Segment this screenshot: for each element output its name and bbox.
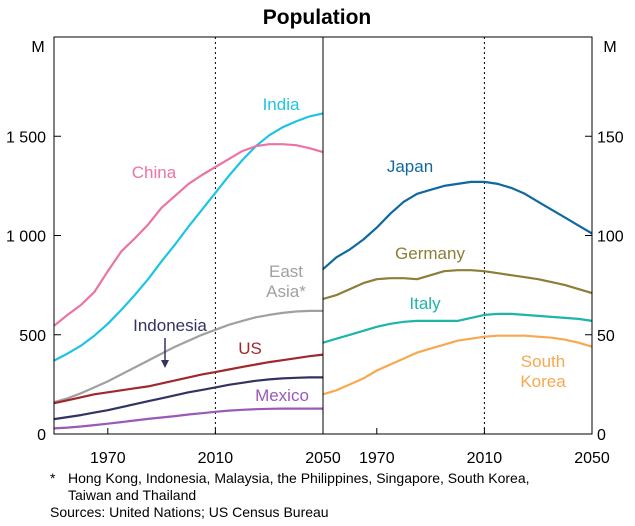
series-label: India [263,95,300,114]
y-tick-label-right: 150 [597,129,624,146]
x-tick-label: 2050 [574,450,610,465]
series-label: Italy [409,294,441,313]
series-line-china [53,143,324,327]
series-label: Korea [520,372,566,391]
series-label: Germany [395,244,465,263]
series-line-south-korea [322,334,593,396]
left-unit-label: M [31,39,44,56]
x-tick-label: 2010 [467,450,503,465]
footnote-marker: * [50,470,56,486]
series-line-india [53,112,324,362]
y-tick-label-left: 1 000 [6,229,46,246]
series-label: Mexico [255,386,309,405]
footnote-line-2: Taiwan and Thailand [68,487,197,503]
y-tick-label-right: 50 [597,328,615,345]
series-line-germany [322,269,593,301]
series-label: China [132,163,177,182]
x-tick-label: 2050 [305,450,341,465]
indonesia-pointer-head [161,360,169,368]
right-unit-label: M [603,39,616,56]
y-tick-label-left: 1 500 [6,129,46,146]
series-line-japan [322,180,593,271]
series-label: South [521,352,565,371]
footnote-line-1: * Hong Kong, Indonesia, Malaysia, the Ph… [0,470,635,487]
x-tick-label: 1970 [359,450,395,465]
footnote: * Hong Kong, Indonesia, Malaysia, the Ph… [0,470,635,521]
series-label: Indonesia [133,316,207,335]
series-label: East [269,262,303,281]
x-tick-label: 1970 [90,450,126,465]
chart-title: Population [263,6,372,29]
series-line-us [53,353,324,405]
y-tick-label-left: 500 [19,328,46,345]
y-tick-label-right: 0 [597,427,606,444]
series-line-italy [322,312,593,344]
y-tick-label-right: 100 [597,229,624,246]
series-label: Japan [387,157,433,176]
x-tick-label: 2010 [198,450,234,465]
series-line-mexico [53,407,323,430]
series-label: US [238,339,262,358]
series-label: Asia* [266,282,306,301]
series-line-indonesia [53,376,323,421]
y-tick-label-left: 0 [37,427,46,444]
footnote-text-1: Hong Kong, Indonesia, Malaysia, the Phil… [68,470,530,486]
series-line-east-asia- [53,309,323,404]
sources-note: Sources: United Nations; US Census Burea… [50,504,329,520]
